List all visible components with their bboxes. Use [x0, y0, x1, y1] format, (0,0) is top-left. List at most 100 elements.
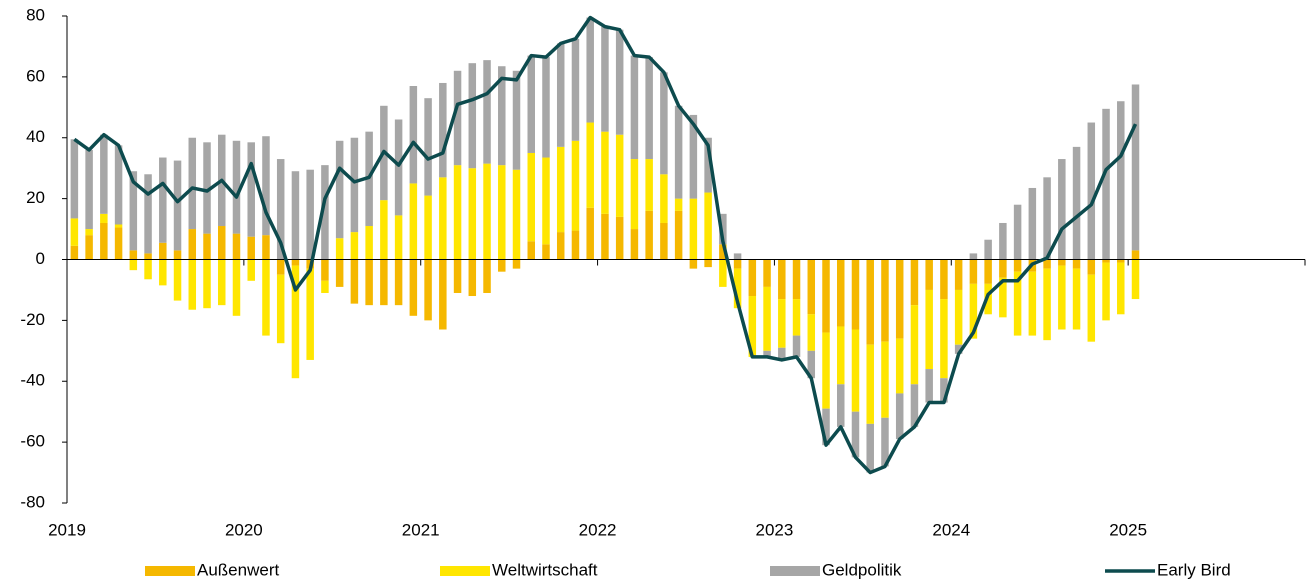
bar [719, 244, 727, 260]
bar [114, 145, 123, 225]
bar [85, 149, 93, 230]
bar [615, 216, 624, 260]
bar [512, 70, 521, 170]
bar [807, 314, 816, 351]
bar [792, 299, 801, 336]
bar [807, 350, 816, 379]
bar [556, 43, 565, 147]
bar [365, 259, 373, 306]
bar [159, 157, 167, 243]
bar [660, 72, 668, 175]
bar [1131, 250, 1140, 260]
bar [232, 233, 241, 260]
bar [453, 70, 462, 166]
bar [188, 259, 197, 310]
bar [276, 159, 285, 260]
bar [999, 277, 1007, 318]
bar [424, 98, 432, 196]
bar [1072, 268, 1081, 330]
bar [512, 169, 521, 260]
bar [409, 183, 418, 260]
bar [1028, 271, 1037, 336]
bar [380, 259, 388, 306]
bar [807, 259, 816, 315]
y-tick-label: 20 [26, 188, 45, 207]
bar [645, 159, 653, 211]
bar [1087, 274, 1096, 342]
bar [291, 259, 300, 266]
bar [763, 350, 771, 357]
x-tick-label: 2023 [756, 520, 794, 539]
bar [498, 66, 506, 166]
bar [85, 229, 93, 236]
bar [306, 169, 314, 260]
bar [719, 213, 727, 245]
bar [218, 226, 226, 260]
bar [601, 131, 609, 214]
bar [630, 159, 639, 230]
bar [173, 250, 182, 260]
bar [114, 224, 123, 228]
bar [262, 259, 270, 336]
bar [468, 259, 477, 297]
bar [999, 259, 1007, 278]
bar [144, 174, 152, 254]
legend-label: Außenwert [197, 560, 279, 579]
bar [129, 259, 138, 271]
bar [881, 417, 889, 467]
bar [556, 146, 565, 233]
y-tick-label: -80 [20, 492, 45, 511]
bar [453, 259, 462, 293]
y-tick-label: -40 [20, 371, 45, 390]
bar [940, 299, 948, 379]
bar [954, 259, 963, 290]
bar [1117, 259, 1125, 263]
legend-swatch [440, 566, 490, 576]
bar [881, 341, 889, 418]
bar [837, 326, 845, 385]
bar [527, 152, 535, 242]
bar [733, 259, 742, 269]
bar [173, 259, 182, 301]
bar [748, 259, 757, 297]
bar [571, 38, 580, 141]
bar [394, 119, 403, 216]
bar [674, 198, 683, 211]
x-tick-label: 2024 [932, 520, 970, 539]
bar [321, 259, 329, 281]
bar [822, 408, 830, 446]
bar [851, 259, 860, 330]
bar [424, 195, 432, 260]
bar [910, 305, 919, 385]
bar [232, 259, 241, 316]
legend-label: Weltwirtschaft [492, 560, 598, 579]
bar [1102, 262, 1110, 321]
bar [1087, 122, 1096, 260]
y-tick-label: -20 [20, 310, 45, 329]
bar [925, 369, 933, 403]
bar [350, 232, 359, 260]
legend-swatch [770, 566, 820, 576]
bar [483, 163, 491, 260]
bar [144, 259, 152, 280]
bar [881, 259, 889, 342]
bar [969, 283, 978, 339]
bar [895, 259, 904, 339]
bar [394, 259, 403, 306]
bar [556, 232, 565, 260]
bar [542, 157, 550, 245]
bar [615, 29, 624, 135]
bar [822, 332, 830, 409]
bar [999, 222, 1007, 260]
bar [674, 210, 683, 260]
bar [350, 137, 359, 233]
bar [468, 168, 477, 260]
bar [453, 165, 462, 260]
bar [424, 259, 432, 321]
x-tick-label: 2021 [402, 520, 440, 539]
bar [129, 250, 138, 260]
bar [203, 233, 211, 260]
bar [689, 198, 698, 260]
legend-swatch [145, 566, 195, 576]
